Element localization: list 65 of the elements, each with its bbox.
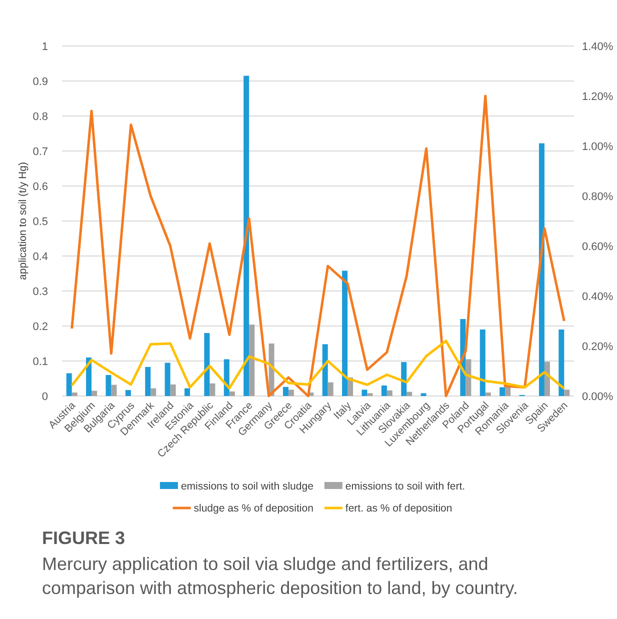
bar	[367, 393, 373, 396]
bar	[244, 76, 250, 396]
bar	[125, 390, 131, 396]
bar	[558, 330, 564, 396]
y-tick-label: 0.1	[32, 356, 48, 368]
bar	[111, 384, 117, 396]
bar	[210, 383, 216, 396]
bar	[282, 386, 288, 396]
legend-label: fert. as % of deposition	[345, 502, 452, 514]
y-axis-title: application to soil (t/y Hg)	[17, 162, 29, 280]
bar	[249, 324, 255, 396]
y2-tick-label: 0.60%	[582, 241, 614, 253]
bar	[150, 388, 156, 396]
line-series	[70, 94, 566, 398]
bar	[92, 390, 98, 396]
bar	[170, 384, 176, 396]
bar	[480, 330, 486, 396]
bar	[72, 392, 78, 396]
legend-label: emissions to soil with sludge	[180, 480, 314, 492]
bar	[204, 333, 210, 396]
bar	[328, 382, 334, 396]
bar	[184, 388, 190, 396]
bar	[500, 387, 506, 396]
bar	[145, 366, 151, 396]
y-tick-label: 0.7	[32, 146, 48, 158]
y2-tick-label: 0.40%	[582, 291, 614, 303]
bar	[420, 393, 426, 396]
legend-label: sludge as % of deposition	[194, 502, 314, 514]
bar	[386, 390, 392, 396]
bar	[406, 392, 412, 396]
bar	[342, 270, 348, 396]
y-tick-label: 1	[42, 41, 48, 53]
bar	[164, 362, 170, 396]
bar	[466, 359, 472, 396]
bar	[485, 392, 491, 396]
y-tick-label: 0.9	[32, 76, 48, 88]
bar	[86, 358, 92, 396]
y-tick-label: 0.5	[32, 216, 48, 228]
bar	[106, 375, 112, 396]
y-tick-label: 0.2	[32, 321, 48, 333]
bar	[401, 362, 407, 396]
y-tick-label: 0.8	[32, 111, 48, 123]
y2-tick-label: 0.00%	[582, 391, 614, 403]
legend-label: emissions to soil with fert.	[345, 480, 466, 492]
y2-tick-label: 1.00%	[582, 141, 614, 153]
y2-tick-label: 1.40%	[582, 41, 614, 53]
bar	[288, 390, 294, 396]
bar	[538, 143, 544, 396]
text: Mercury application to soil via sludge and fertilizers, and comparison with atmospheric deposition to land, by country.	[42, 554, 518, 598]
y2-tick-label: 1.20%	[582, 91, 614, 103]
y-tick-label: 0.4	[32, 251, 48, 263]
bar	[66, 373, 72, 396]
bar	[229, 391, 235, 396]
bar	[564, 390, 570, 396]
bar	[381, 386, 387, 396]
y2-tick-label: 0.20%	[582, 341, 614, 353]
y-tick-label: 0	[42, 391, 48, 403]
bar	[362, 390, 368, 396]
y-tick-label: 0.6	[32, 181, 48, 193]
y-tick-label: 0.3	[32, 286, 48, 298]
bar	[544, 362, 550, 396]
text: FIGURE 3	[42, 528, 126, 548]
line-series	[70, 340, 566, 390]
bar	[322, 344, 328, 396]
y2-tick-label: 0.80%	[582, 191, 614, 203]
